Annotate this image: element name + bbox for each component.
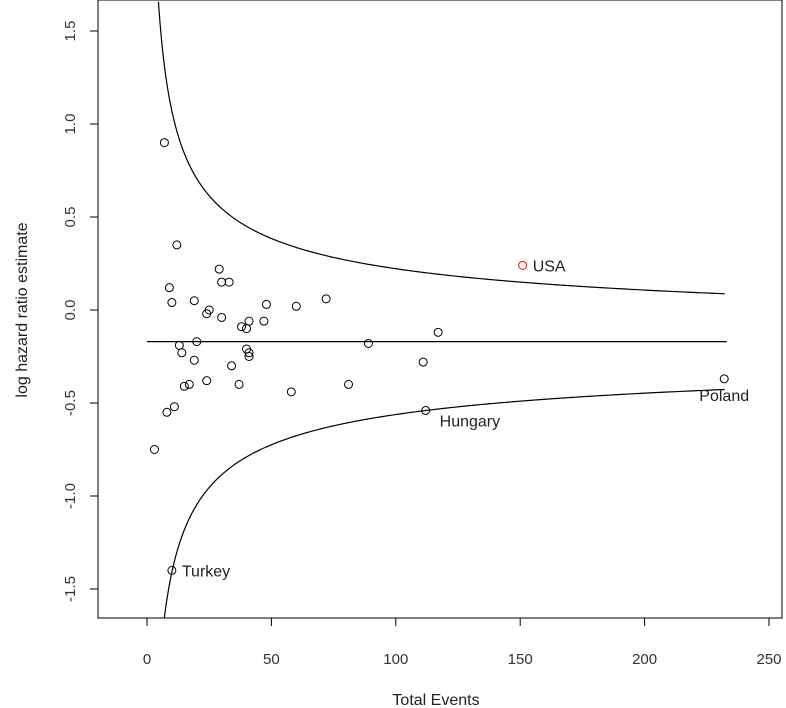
data-point — [214, 264, 224, 274]
y-tick-label: 1.5 — [62, 21, 79, 42]
label-usa: USA — [533, 258, 566, 275]
data-point — [286, 387, 296, 397]
upper-control-limit — [157, 1, 725, 295]
data-point — [172, 240, 182, 250]
data-point — [344, 379, 354, 389]
data-point — [259, 316, 269, 326]
x-tick-label: 100 — [383, 651, 408, 668]
point-labels: Turkey Hungary USA Poland — [182, 258, 749, 580]
x-tick-label: 200 — [632, 651, 657, 668]
data-point — [184, 379, 194, 389]
data-point — [192, 337, 202, 347]
data-point — [189, 296, 199, 306]
data-point — [244, 316, 254, 326]
point-turkey — [167, 565, 177, 575]
point-usa — [518, 260, 528, 270]
data-point — [242, 324, 252, 334]
funnel-lines — [147, 1, 727, 618]
y-tick-label: -0.5 — [62, 390, 79, 416]
point-hungary — [421, 405, 431, 415]
data-points — [149, 138, 729, 575]
data-point — [169, 402, 179, 412]
data-point — [174, 340, 184, 350]
data-point — [167, 298, 177, 308]
data-point — [202, 376, 212, 386]
label-turkey: Turkey — [182, 563, 230, 580]
data-point — [227, 361, 237, 371]
x-axis: 0 50 100 150 200 250 — [143, 617, 782, 668]
data-point — [433, 327, 443, 337]
point-poland — [719, 374, 729, 384]
data-point — [224, 277, 234, 287]
lower-control-limit — [163, 388, 725, 618]
data-point — [261, 299, 271, 309]
y-tick-label: -1.5 — [62, 576, 79, 602]
data-point — [204, 305, 214, 315]
data-point — [363, 338, 373, 348]
y-axis-title: log hazard ratio estimate — [14, 222, 31, 397]
x-tick-label: 50 — [263, 651, 280, 668]
data-point — [164, 283, 174, 293]
data-point — [149, 445, 159, 454]
data-point — [162, 407, 172, 417]
label-hungary: Hungary — [440, 413, 500, 430]
data-point — [244, 348, 254, 358]
data-point — [234, 379, 244, 389]
data-point — [217, 277, 227, 287]
data-point — [291, 301, 301, 311]
x-tick-label: 250 — [756, 651, 781, 668]
data-point — [177, 348, 187, 358]
y-tick-label: 1.0 — [62, 114, 79, 135]
y-tick-label: 0.5 — [62, 207, 79, 228]
data-point — [217, 312, 227, 322]
plot-frame — [97, 0, 783, 619]
x-tick-label: 150 — [508, 651, 533, 668]
data-point — [244, 352, 254, 361]
y-tick-label: 0.0 — [62, 300, 79, 321]
y-tick-label: -1.0 — [62, 483, 79, 509]
data-point — [418, 357, 428, 367]
data-point — [159, 138, 169, 148]
data-point — [237, 322, 247, 332]
data-point — [189, 355, 199, 365]
label-poland: Poland — [699, 388, 749, 405]
x-axis-title: Total Events — [392, 692, 479, 708]
y-axis: -1.5 -1.0 -0.5 0.0 0.5 1.0 1.5 — [62, 21, 99, 602]
data-point — [321, 294, 331, 304]
data-point — [179, 381, 189, 391]
x-tick-label: 0 — [143, 651, 151, 668]
